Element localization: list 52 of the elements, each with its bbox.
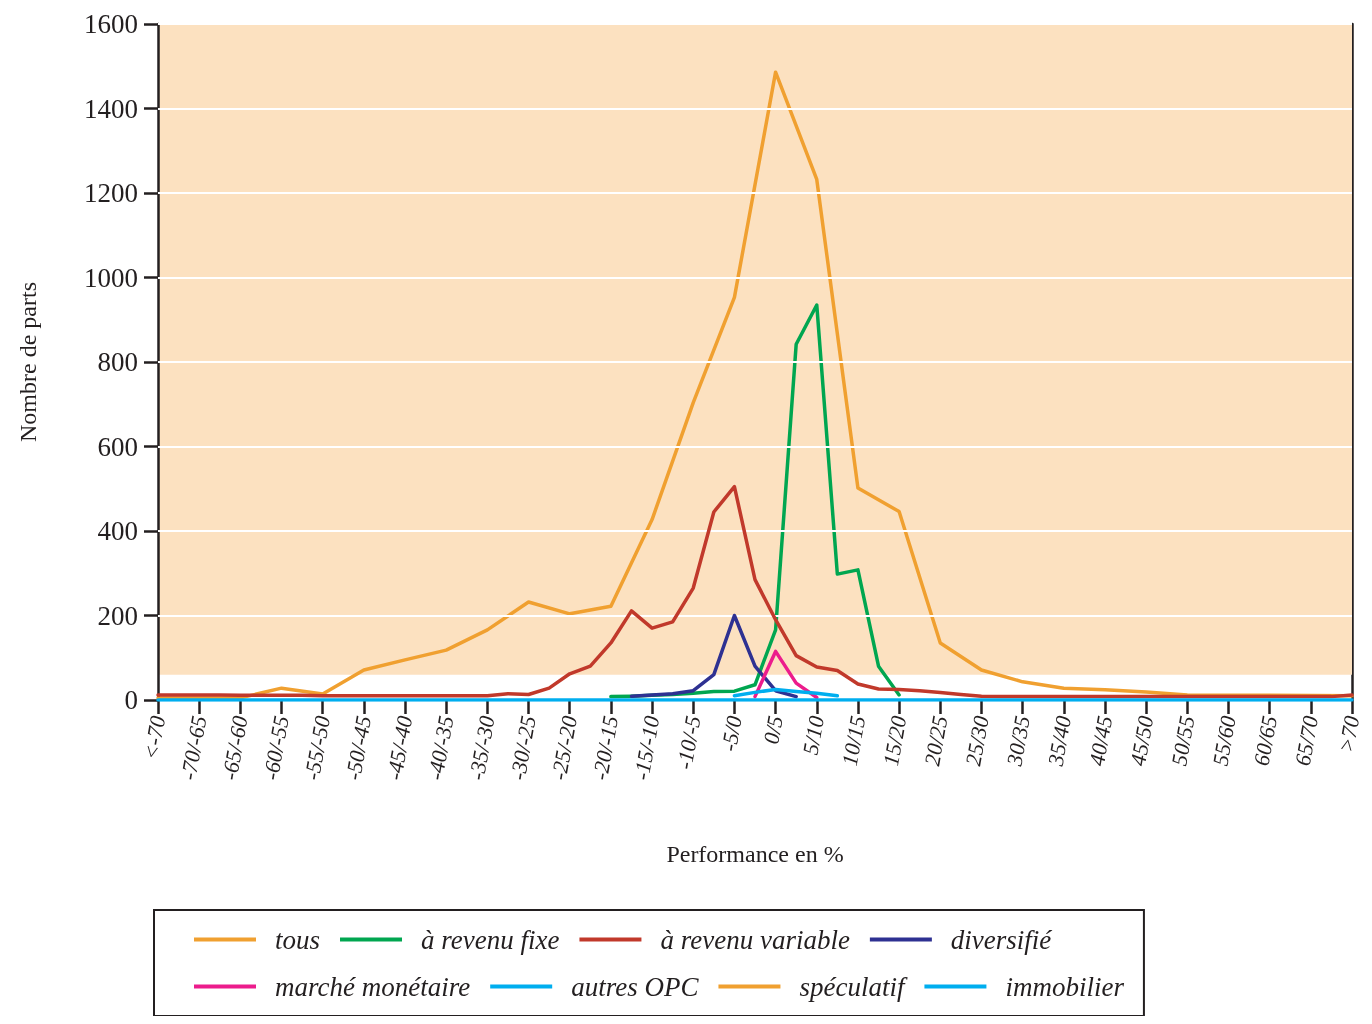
- x-tick-label: -50/-45: [340, 713, 377, 782]
- x-tick-label: 30/35: [1001, 713, 1035, 769]
- y-tick-label: 200: [97, 600, 138, 631]
- x-tick-label: 20/25: [919, 713, 953, 768]
- x-tick-label: -70/-65: [175, 713, 212, 782]
- legend-label: à revenu fixe: [421, 924, 560, 955]
- x-tick-label: 25/30: [960, 713, 994, 768]
- x-tick-label: 15/20: [878, 713, 912, 768]
- x-tick-label: 40/45: [1083, 713, 1118, 768]
- x-tick-label: -40/-35: [422, 713, 459, 782]
- line-series: [629, 613, 798, 699]
- x-tick-label: 55/60: [1207, 713, 1241, 768]
- x-tick-label: -60/-55: [257, 713, 294, 782]
- y-tick-label: 800: [97, 347, 138, 377]
- y-tick-label: 1200: [84, 178, 138, 208]
- line-series: [609, 303, 901, 699]
- x-tick-label: 10/15: [836, 713, 871, 768]
- x-tick-label: 0/5: [758, 713, 788, 746]
- x-tick-label: -20/-15: [587, 713, 624, 782]
- y-tick-label: 400: [97, 516, 138, 546]
- y-tick-label: 600: [97, 431, 138, 462]
- x-tick-label: -5/0: [715, 713, 747, 754]
- x-tick-label: -55/-50: [299, 713, 335, 782]
- x-tick-label: -10/-5: [671, 713, 706, 772]
- x-tick-label: -25/-20: [546, 713, 583, 782]
- y-axis-title: Nombre de parts: [15, 282, 41, 442]
- x-axis-title: Performance en %: [666, 841, 844, 867]
- x-tick-label: 35/40: [1042, 713, 1077, 769]
- x-tick-label: -45/-40: [381, 713, 418, 782]
- line-series: [156, 484, 1354, 699]
- x-tick-label: 60/65: [1248, 713, 1282, 768]
- legend-label: spéculatif: [799, 971, 908, 1002]
- legend-label: à revenu variable: [660, 924, 850, 955]
- x-tick-label: 50/55: [1166, 713, 1200, 768]
- legend-label: diversifié: [950, 924, 1053, 955]
- x-tick-label: -30/-25: [504, 713, 541, 782]
- legend-label: marché monétaire: [275, 971, 471, 1002]
- x-tick-label: 65/70: [1289, 713, 1324, 768]
- x-tick-label: -65/-60: [216, 713, 253, 782]
- x-tick-label: <-70: [138, 713, 171, 762]
- legend-label: autres OPC: [571, 971, 700, 1002]
- legend-label: immobilier: [1005, 971, 1125, 1002]
- y-tick-label: 1400: [84, 93, 138, 124]
- x-tick-label: 5/10: [797, 713, 830, 757]
- y-tick-label: 1600: [84, 9, 138, 39]
- legend-label: tous: [275, 924, 321, 955]
- x-tick-label: -35/-30: [463, 713, 500, 782]
- x-tick-label: 45/50: [1125, 713, 1159, 768]
- y-tick-label: 1000: [84, 262, 138, 293]
- x-tick-label: >70: [1333, 713, 1365, 755]
- x-tick-label: -15/-10: [628, 713, 665, 782]
- y-tick-label: 0: [124, 685, 138, 715]
